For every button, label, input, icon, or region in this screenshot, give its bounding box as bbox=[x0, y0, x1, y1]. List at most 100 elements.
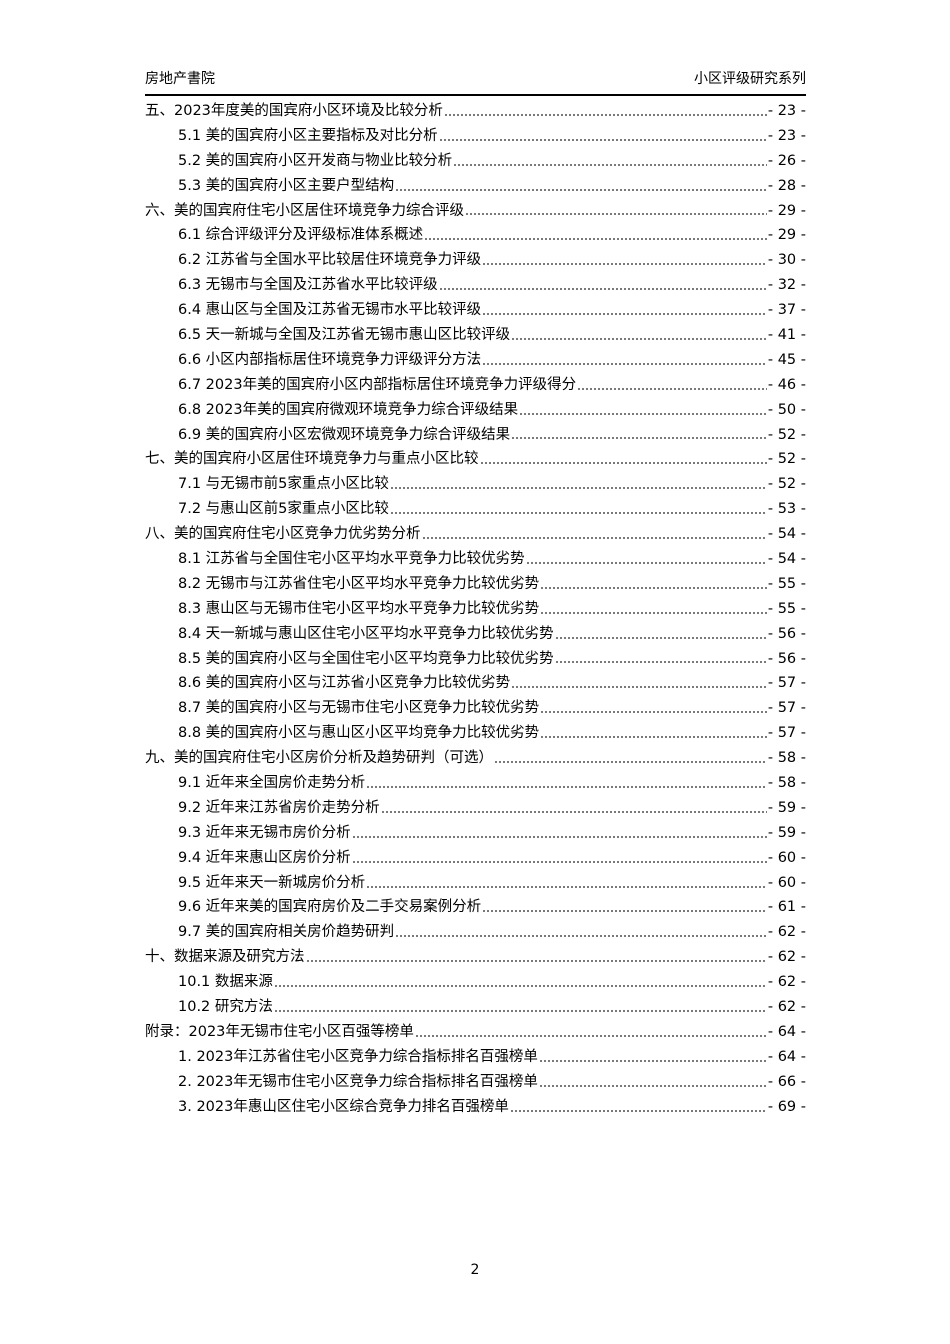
toc-entry[interactable]: 6.3 无锡市与全国及江苏省水平比较评级 - 32 - bbox=[145, 273, 806, 298]
toc-entry[interactable]: 9.2 近年来江苏省房价走势分析 - 59 - bbox=[145, 796, 806, 821]
toc-entry-page: - 62 - bbox=[767, 999, 806, 1016]
toc-entry[interactable]: 9.5 近年来天一新城房价分析 - 60 - bbox=[145, 871, 806, 896]
dot-leader bbox=[395, 187, 767, 192]
header-series: 小区评级研究系列 bbox=[694, 71, 806, 87]
toc-entry-title: 10.1 数据来源 bbox=[178, 974, 273, 991]
toc-entry[interactable]: 六、美的国宾府住宅小区居住环境竞争力综合评级 - 29 - bbox=[145, 199, 806, 224]
toc-entry[interactable]: 6.6 小区内部指标居住环境竞争力评级评分方法 - 45 - bbox=[145, 348, 806, 373]
toc-entry-page: - 29 - bbox=[767, 227, 806, 244]
toc-entry-title: 8.3 惠山区与无锡市住宅小区平均水平竞争力比较优劣势 bbox=[178, 600, 540, 617]
toc-entry[interactable]: 1. 2023年江苏省住宅小区竞争力综合指标排名百强榜单 - 64 - bbox=[145, 1045, 806, 1070]
toc-entry[interactable]: 6.5 天一新城与全国及江苏省无锡市惠山区比较评级 - 41 - bbox=[145, 323, 806, 348]
toc-entry[interactable]: 6.1 综合评级评分及评级标准体系概述 - 29 - bbox=[145, 223, 806, 248]
toc-entry-title: 8.4 天一新城与惠山区住宅小区平均水平竞争力比较优劣势 bbox=[178, 625, 554, 642]
toc-entry-title: 6.6 小区内部指标居住环境竞争力评级评分方法 bbox=[178, 351, 482, 368]
toc-entry-title: 6.4 惠山区与全国及江苏省无锡市水平比较评级 bbox=[178, 302, 482, 319]
toc-entry-title: 6.3 无锡市与全国及江苏省水平比较评级 bbox=[178, 277, 438, 294]
toc-entry-title: 9.7 美的国宾府相关房价趋势研判 bbox=[178, 924, 395, 941]
toc-entry[interactable]: 10.1 数据来源 - 62 - bbox=[145, 970, 806, 995]
toc-entry[interactable]: 9.7 美的国宾府相关房价趋势研判 - 62 - bbox=[145, 920, 806, 945]
toc-entry[interactable]: 8.3 惠山区与无锡市住宅小区平均水平竞争力比较优劣势 - 55 - bbox=[145, 597, 806, 622]
toc-entry[interactable]: 9.6 近年来美的国宾府房价及二手交易案例分析 - 61 - bbox=[145, 896, 806, 921]
toc-entry-title: 8.8 美的国宾府小区与惠山区小区平均竞争力比较优劣势 bbox=[178, 725, 540, 742]
toc-entry-page: - 46 - bbox=[767, 376, 806, 393]
dot-leader bbox=[273, 984, 767, 989]
toc-entry[interactable]: 5.3 美的国宾府小区主要户型结构 - 28 - bbox=[145, 174, 806, 199]
toc-entry-title: 8.6 美的国宾府小区与江苏省小区竞争力比较优劣势 bbox=[178, 675, 511, 692]
toc-entry[interactable]: 8.4 天一新城与惠山区住宅小区平均水平竞争力比较优劣势 - 56 - bbox=[145, 622, 806, 647]
toc-entry-page: - 62 - bbox=[767, 949, 806, 966]
toc-entry[interactable]: 8.1 江苏省与全国住宅小区平均水平竞争力比较优劣势 - 54 - bbox=[145, 547, 806, 572]
toc-entry[interactable]: 9.1 近年来全国房价走势分析 - 58 - bbox=[145, 771, 806, 796]
toc-entry-title: 9.6 近年来美的国宾府房价及二手交易案例分析 bbox=[178, 899, 482, 916]
toc-entry[interactable]: 6.4 惠山区与全国及江苏省无锡市水平比较评级 - 37 - bbox=[145, 298, 806, 323]
toc-entry-page: - 55 - bbox=[767, 575, 806, 592]
dot-leader bbox=[540, 585, 767, 590]
toc-entry[interactable]: 7.2 与惠山区前5家重点小区比较 - 53 - bbox=[145, 497, 806, 522]
toc-entry-title: 6.1 综合评级评分及评级标准体系概述 bbox=[178, 227, 424, 244]
toc-entry[interactable]: 9.4 近年来惠山区房价分析 - 60 - bbox=[145, 846, 806, 871]
toc-entry-page: - 30 - bbox=[767, 252, 806, 269]
toc-entry[interactable]: 八、美的国宾府住宅小区竞争力优劣势分析 - 54 - bbox=[145, 522, 806, 547]
toc-entry-title: 3. 2023年惠山区住宅小区综合竞争力排名百强榜单 bbox=[178, 1098, 509, 1115]
toc-entry-title: 1. 2023年江苏省住宅小区竞争力综合指标排名百强榜单 bbox=[178, 1048, 538, 1065]
toc-entry-title: 6.8 2023年美的国宾府微观环境竞争力综合评级结果 bbox=[178, 401, 519, 418]
dot-leader bbox=[482, 361, 767, 366]
toc-entry-page: - 50 - bbox=[767, 401, 806, 418]
dot-leader bbox=[525, 560, 767, 565]
toc-entry[interactable]: 10.2 研究方法 - 62 - bbox=[145, 995, 806, 1020]
toc-entry-page: - 58 - bbox=[767, 750, 806, 767]
toc-entry[interactable]: 九、美的国宾府住宅小区房价分析及趋势研判（可选） - 58 - bbox=[145, 746, 806, 771]
toc-entry-page: - 45 - bbox=[767, 351, 806, 368]
toc-entry[interactable]: 9.3 近年来无锡市房价分析 - 59 - bbox=[145, 821, 806, 846]
toc-entry[interactable]: 5.2 美的国宾府小区开发商与物业比较分析 - 26 - bbox=[145, 149, 806, 174]
toc-entry-page: - 57 - bbox=[767, 675, 806, 692]
toc-entry-page: - 62 - bbox=[767, 974, 806, 991]
header-publisher: 房地产書院 bbox=[145, 71, 215, 87]
dot-leader bbox=[482, 262, 767, 267]
toc-entry[interactable]: 3. 2023年惠山区住宅小区综合竞争力排名百强榜单 - 69 - bbox=[145, 1095, 806, 1120]
toc-entry[interactable]: 五、2023年度美的国宾府小区环境及比较分析 - 23 - bbox=[145, 99, 806, 124]
toc-entry-page: - 66 - bbox=[767, 1073, 806, 1090]
dot-leader bbox=[389, 511, 767, 516]
toc-entry[interactable]: 6.9 美的国宾府小区宏微观环境竞争力综合评级结果 - 52 - bbox=[145, 423, 806, 448]
toc-entry[interactable]: 7.1 与无锡市前5家重点小区比较 - 52 - bbox=[145, 472, 806, 497]
toc-entry[interactable]: 附录：2023年无锡市住宅小区百强等榜单 - 64 - bbox=[145, 1020, 806, 1045]
toc-entry[interactable]: 七、美的国宾府小区居住环境竞争力与重点小区比较 - 52 - bbox=[145, 447, 806, 472]
dot-leader bbox=[453, 162, 767, 167]
toc-entry[interactable]: 8.6 美的国宾府小区与江苏省小区竞争力比较优劣势 - 57 - bbox=[145, 671, 806, 696]
toc-entry[interactable]: 十、数据来源及研究方法 - 62 - bbox=[145, 945, 806, 970]
toc-entry[interactable]: 2. 2023年无锡市住宅小区竞争力综合指标排名百强榜单 - 66 - bbox=[145, 1070, 806, 1095]
toc-entry[interactable]: 6.7 2023年美的国宾府小区内部指标居住环境竞争力评级得分 - 46 - bbox=[145, 373, 806, 398]
toc-entry-title: 9.4 近年来惠山区房价分析 bbox=[178, 849, 351, 866]
toc-entry-page: - 59 - bbox=[767, 824, 806, 841]
dot-leader bbox=[482, 312, 767, 317]
toc-entry[interactable]: 8.2 无锡市与江苏省住宅小区平均水平竞争力比较优劣势 - 55 - bbox=[145, 572, 806, 597]
toc-entry-page: - 58 - bbox=[767, 775, 806, 792]
dot-leader bbox=[519, 411, 767, 416]
dot-leader bbox=[366, 884, 767, 889]
toc-entry-page: - 52 - bbox=[767, 426, 806, 443]
toc-entry-title: 9.3 近年来无锡市房价分析 bbox=[178, 824, 351, 841]
toc-entry-title: 6.5 天一新城与全国及江苏省无锡市惠山区比较评级 bbox=[178, 327, 511, 343]
dot-leader bbox=[540, 710, 767, 715]
dot-leader bbox=[438, 137, 767, 142]
toc-entry[interactable]: 6.2 江苏省与全国水平比较居住环境竞争力评级 - 30 - bbox=[145, 248, 806, 273]
dot-leader bbox=[465, 212, 767, 217]
toc-entry[interactable]: 6.8 2023年美的国宾府微观环境竞争力综合评级结果 - 50 - bbox=[145, 398, 806, 423]
dot-leader bbox=[273, 1008, 767, 1013]
dot-leader bbox=[380, 809, 767, 814]
toc-entry-title: 附录：2023年无锡市住宅小区百强等榜单 bbox=[145, 1023, 414, 1040]
toc-entry-title: 7.2 与惠山区前5家重点小区比较 bbox=[178, 501, 389, 518]
toc-entry-title: 2. 2023年无锡市住宅小区竞争力综合指标排名百强榜单 bbox=[178, 1073, 538, 1090]
dot-leader bbox=[538, 1083, 767, 1088]
toc-entry[interactable]: 8.5 美的国宾府小区与全国住宅小区平均竞争力比较优劣势 - 56 - bbox=[145, 647, 806, 672]
dot-leader bbox=[421, 536, 767, 541]
dot-leader bbox=[511, 336, 767, 341]
dot-leader bbox=[443, 112, 767, 117]
toc-entry[interactable]: 8.7 美的国宾府小区与无锡市住宅小区竞争力比较优劣势 - 57 - bbox=[145, 696, 806, 721]
toc-entry[interactable]: 8.8 美的国宾府小区与惠山区小区平均竞争力比较优劣势 - 57 - bbox=[145, 721, 806, 746]
toc-entry-title: 六、美的国宾府住宅小区居住环境竞争力综合评级 bbox=[145, 202, 464, 219]
toc-entry[interactable]: 5.1 美的国宾府小区主要指标及对比分析 - 23 - bbox=[145, 124, 806, 149]
toc-entry-page: - 64 - bbox=[767, 1023, 806, 1040]
